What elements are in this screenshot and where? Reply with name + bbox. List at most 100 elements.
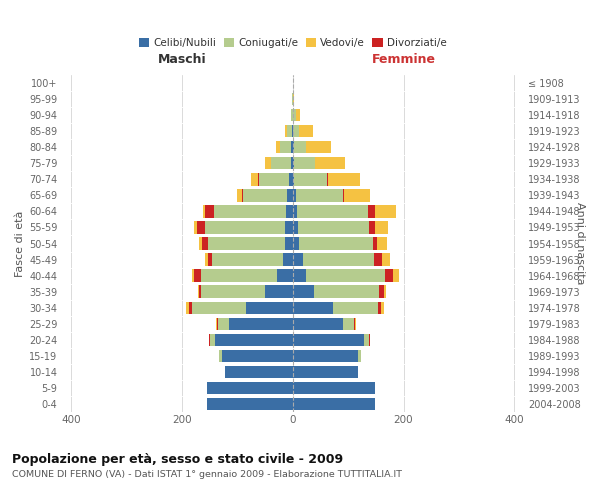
Bar [293, 382, 375, 394]
Bar [385, 270, 393, 282]
Bar [377, 238, 387, 250]
Text: Femmine: Femmine [371, 53, 436, 66]
Bar [355, 318, 356, 330]
Bar [191, 270, 194, 282]
Bar [344, 189, 370, 202]
Bar [205, 205, 214, 218]
Bar [306, 141, 331, 154]
Bar [293, 270, 306, 282]
Bar [328, 173, 360, 186]
Bar [215, 334, 293, 346]
Bar [242, 189, 243, 202]
Bar [243, 189, 287, 202]
Bar [285, 238, 293, 250]
Bar [303, 254, 374, 266]
Bar [284, 125, 287, 138]
Bar [265, 157, 271, 170]
Bar [203, 205, 205, 218]
Bar [287, 189, 293, 202]
Bar [294, 141, 306, 154]
Bar [296, 189, 343, 202]
Bar [292, 125, 293, 138]
Bar [216, 318, 217, 330]
Bar [293, 286, 314, 298]
Bar [293, 398, 375, 410]
Bar [286, 205, 293, 218]
Bar [326, 173, 328, 186]
Bar [293, 125, 299, 138]
Bar [225, 366, 293, 378]
Bar [214, 205, 286, 218]
Bar [298, 221, 369, 234]
Bar [293, 173, 295, 186]
Bar [293, 334, 364, 346]
Bar [291, 108, 293, 122]
Bar [293, 92, 295, 105]
Bar [381, 302, 383, 314]
Bar [191, 302, 246, 314]
Bar [287, 125, 292, 138]
Bar [222, 350, 293, 362]
Text: Popolazione per età, sesso e stato civile - 2009: Popolazione per età, sesso e stato civil… [12, 452, 343, 466]
Bar [194, 221, 197, 234]
Bar [293, 108, 296, 122]
Bar [197, 286, 199, 298]
Bar [277, 270, 293, 282]
Bar [375, 205, 396, 218]
Bar [202, 238, 208, 250]
Bar [293, 350, 358, 362]
Bar [393, 270, 398, 282]
Bar [297, 205, 368, 218]
Bar [379, 286, 383, 298]
Bar [375, 221, 388, 234]
Bar [205, 254, 208, 266]
Bar [378, 302, 381, 314]
Bar [199, 238, 202, 250]
Bar [218, 318, 229, 330]
Bar [289, 173, 293, 186]
Bar [383, 286, 386, 298]
Bar [265, 286, 293, 298]
Bar [259, 173, 289, 186]
Bar [295, 173, 326, 186]
Bar [238, 189, 242, 202]
Bar [293, 318, 343, 330]
Bar [373, 238, 377, 250]
Bar [199, 286, 202, 298]
Bar [197, 221, 205, 234]
Bar [202, 286, 265, 298]
Bar [293, 189, 296, 202]
Bar [293, 205, 297, 218]
Bar [207, 382, 293, 394]
Text: COMUNE DI FERNO (VA) - Dati ISTAT 1° gennaio 2009 - Elaborazione TUTTITALIA.IT: COMUNE DI FERNO (VA) - Dati ISTAT 1° gen… [12, 470, 402, 479]
Bar [293, 221, 298, 234]
Bar [207, 398, 293, 410]
Bar [306, 270, 385, 282]
Bar [299, 238, 373, 250]
Bar [205, 221, 285, 234]
Bar [229, 318, 293, 330]
Bar [290, 157, 293, 170]
Bar [201, 270, 277, 282]
Bar [332, 302, 378, 314]
Bar [294, 157, 315, 170]
Y-axis label: Fasce di età: Fasce di età [15, 210, 25, 276]
Bar [314, 286, 379, 298]
Bar [343, 318, 354, 330]
Bar [275, 141, 280, 154]
Bar [296, 108, 300, 122]
Bar [285, 221, 293, 234]
Bar [217, 318, 218, 330]
Bar [343, 189, 344, 202]
Bar [246, 302, 293, 314]
Bar [293, 157, 294, 170]
Bar [251, 173, 258, 186]
Legend: Celibi/Nubili, Coniugati/e, Vedovi/e, Divorziati/e: Celibi/Nubili, Coniugati/e, Vedovi/e, Di… [137, 36, 449, 51]
Bar [369, 221, 375, 234]
Bar [194, 270, 201, 282]
Text: Maschi: Maschi [158, 53, 206, 66]
Bar [354, 318, 355, 330]
Bar [189, 302, 191, 314]
Bar [293, 254, 303, 266]
Bar [210, 334, 215, 346]
